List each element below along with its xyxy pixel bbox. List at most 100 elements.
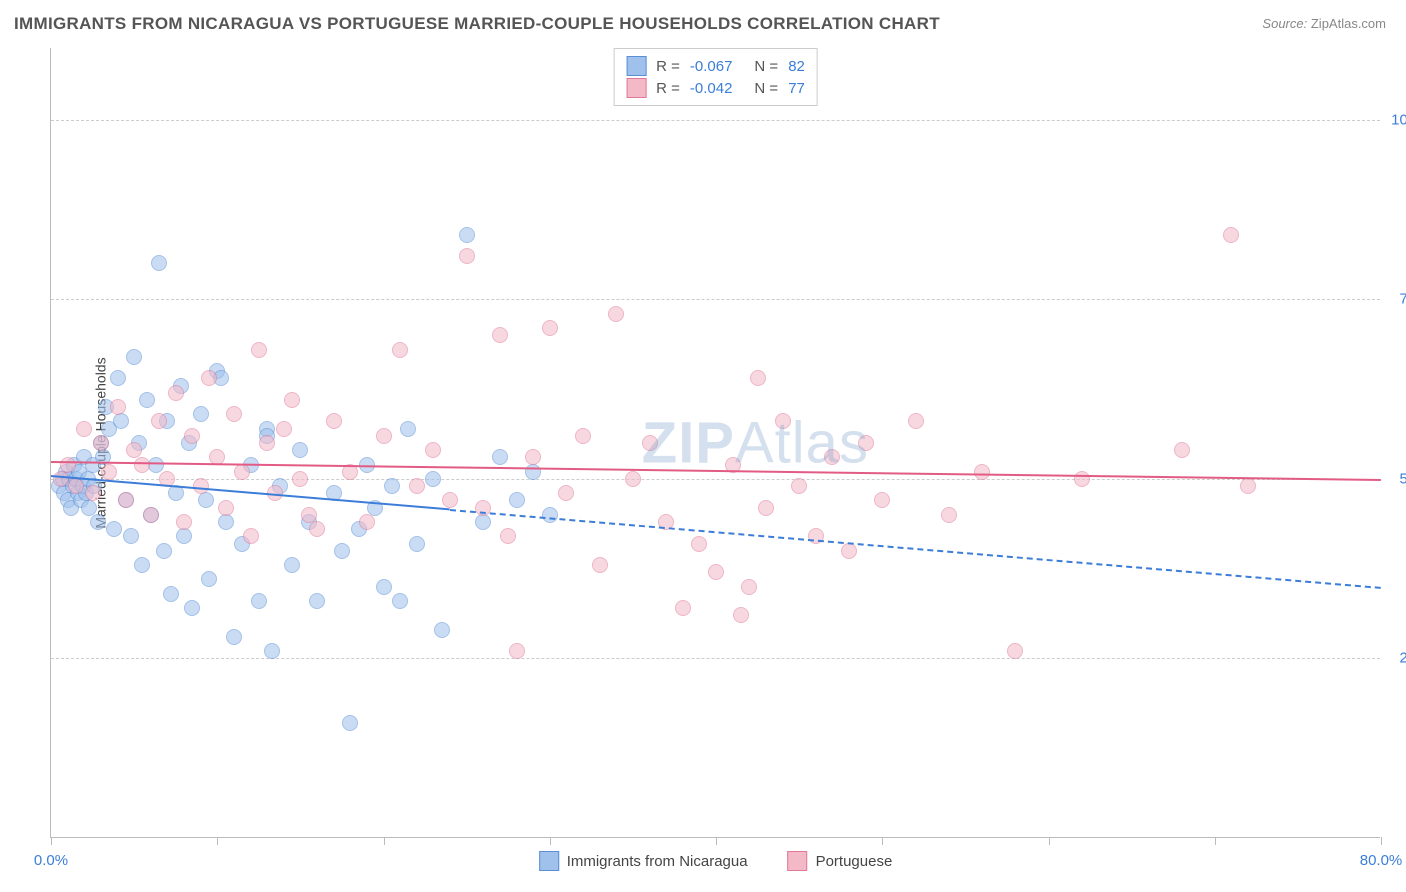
x-tick	[882, 837, 883, 845]
scatter-point	[392, 342, 408, 358]
scatter-point	[409, 478, 425, 494]
scatter-point	[176, 514, 192, 530]
scatter-point	[251, 593, 267, 609]
scatter-point	[384, 478, 400, 494]
scatter-point	[106, 521, 122, 537]
legend-swatch	[626, 56, 646, 76]
scatter-point	[500, 528, 516, 544]
x-tick	[1215, 837, 1216, 845]
scatter-point	[90, 514, 106, 530]
scatter-point	[151, 255, 167, 271]
legend-swatch	[788, 851, 808, 871]
legend-item: Immigrants from Nicaragua	[539, 851, 748, 871]
scatter-point	[276, 421, 292, 437]
legend-n-value: 77	[788, 80, 805, 97]
scatter-point	[459, 248, 475, 264]
scatter-point	[151, 413, 167, 429]
scatter-point	[542, 320, 558, 336]
scatter-point	[259, 435, 275, 451]
scatter-point	[139, 392, 155, 408]
scatter-point	[359, 514, 375, 530]
scatter-point	[218, 514, 234, 530]
scatter-point	[525, 449, 541, 465]
chart-container: IMMIGRANTS FROM NICARAGUA VS PORTUGUESE …	[0, 0, 1406, 892]
scatter-point	[309, 521, 325, 537]
scatter-point	[409, 536, 425, 552]
scatter-point	[908, 413, 924, 429]
scatter-point	[143, 507, 159, 523]
scatter-point	[492, 449, 508, 465]
source-value: ZipAtlas.com	[1311, 16, 1386, 31]
watermark-light: Atlas	[735, 410, 869, 475]
legend-n-label: N =	[754, 80, 778, 97]
scatter-point	[1074, 471, 1090, 487]
scatter-point	[775, 413, 791, 429]
scatter-point	[733, 607, 749, 623]
scatter-point	[758, 500, 774, 516]
scatter-point	[93, 435, 109, 451]
scatter-point	[198, 492, 214, 508]
scatter-point	[342, 715, 358, 731]
y-tick-label: 25.0%	[1399, 650, 1406, 667]
x-tick	[716, 837, 717, 845]
scatter-point	[376, 579, 392, 595]
scatter-point	[68, 478, 84, 494]
scatter-point	[425, 471, 441, 487]
scatter-point	[110, 370, 126, 386]
legend-item: Portuguese	[788, 851, 893, 871]
scatter-point	[284, 557, 300, 573]
scatter-point	[264, 643, 280, 659]
scatter-point	[134, 557, 150, 573]
plot-area: Married-couple Households ZIPAtlas R = -…	[50, 48, 1380, 838]
scatter-point	[974, 464, 990, 480]
scatter-point	[425, 442, 441, 458]
gridline	[51, 299, 1380, 300]
x-tick	[384, 837, 385, 845]
scatter-point	[642, 435, 658, 451]
legend-bottom: Immigrants from Nicaragua Portuguese	[539, 851, 893, 871]
scatter-point	[292, 442, 308, 458]
scatter-point	[475, 514, 491, 530]
scatter-point	[509, 492, 525, 508]
scatter-point	[110, 399, 126, 415]
legend-n-label: N =	[754, 58, 778, 75]
x-tick	[51, 837, 52, 845]
x-tick	[217, 837, 218, 845]
scatter-point	[824, 449, 840, 465]
scatter-point	[134, 457, 150, 473]
scatter-point	[284, 392, 300, 408]
scatter-point	[251, 342, 267, 358]
legend-item-label: Immigrants from Nicaragua	[567, 853, 748, 870]
scatter-point	[1223, 227, 1239, 243]
scatter-point	[608, 306, 624, 322]
legend-r-value: -0.067	[690, 58, 733, 75]
scatter-point	[326, 413, 342, 429]
scatter-point	[1007, 643, 1023, 659]
scatter-point	[292, 471, 308, 487]
y-tick-label: 100.0%	[1391, 111, 1406, 128]
x-tick	[1381, 837, 1382, 845]
legend-swatch	[539, 851, 559, 871]
scatter-point	[218, 500, 234, 516]
scatter-point	[376, 428, 392, 444]
legend-item-label: Portuguese	[816, 853, 893, 870]
scatter-point	[874, 492, 890, 508]
scatter-point	[575, 428, 591, 444]
scatter-point	[592, 557, 608, 573]
x-tick-label: 0.0%	[34, 852, 68, 869]
legend-stats-row: R = -0.067N = 82	[626, 55, 805, 77]
scatter-point	[492, 327, 508, 343]
x-tick-label: 80.0%	[1360, 852, 1403, 869]
scatter-point	[184, 600, 200, 616]
gridline	[51, 479, 1380, 480]
scatter-point	[176, 528, 192, 544]
scatter-point	[675, 600, 691, 616]
scatter-point	[156, 543, 172, 559]
scatter-point	[163, 586, 179, 602]
scatter-point	[226, 629, 242, 645]
watermark: ZIPAtlas	[642, 409, 869, 476]
scatter-point	[400, 421, 416, 437]
scatter-point	[243, 528, 259, 544]
gridline	[51, 658, 1380, 659]
scatter-point	[392, 593, 408, 609]
